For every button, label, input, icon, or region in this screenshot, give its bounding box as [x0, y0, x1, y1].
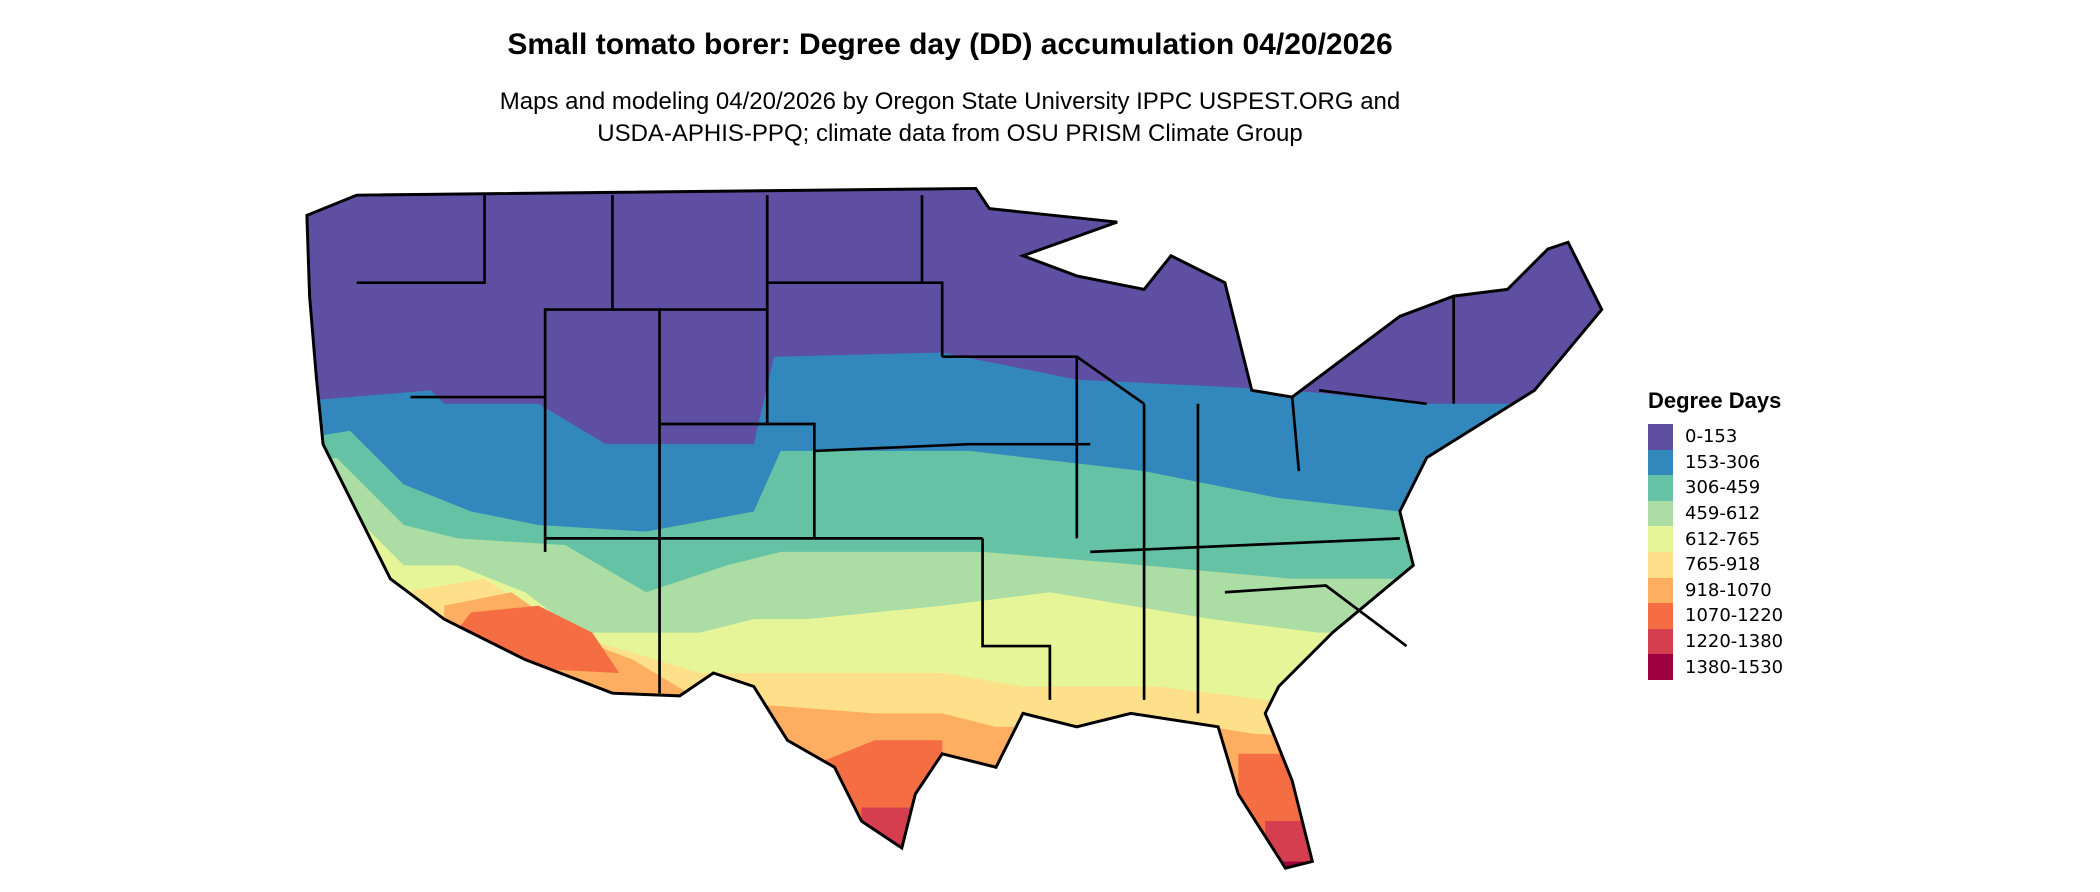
legend-item: 765-918: [1648, 551, 1783, 578]
legend-label: 765-918: [1685, 554, 1761, 576]
legend-swatch: [1648, 424, 1673, 450]
dd-band-1380-1530: [1265, 861, 1320, 869]
legend-item: 612-765: [1648, 526, 1783, 552]
legend-swatch: [1648, 475, 1673, 501]
legend-label: 1220-1380: [1685, 631, 1784, 653]
legend-swatch: [1648, 551, 1673, 578]
legend-swatch: [1648, 628, 1673, 655]
subtitle-line-2: USDA-APHIS-PPQ; climate data from OSU PR…: [597, 120, 1303, 147]
map-title: Small tomato borer: Degree day (DD) accu…: [507, 28, 1393, 61]
map-subtitle: Maps and modeling 04/20/2026 by Oregon S…: [0, 86, 1900, 150]
subtitle-line-1: Maps and modeling 04/20/2026 by Oregon S…: [499, 88, 1401, 115]
legend-item: 459-612: [1648, 500, 1783, 527]
legend-swatch: [1648, 449, 1673, 476]
legend-label: 306-459: [1685, 477, 1761, 499]
legend-label: 1070-1220: [1685, 605, 1784, 627]
legend-swatch: [1648, 500, 1673, 527]
legend-swatch: [1648, 654, 1673, 680]
legend-item: 1380-1530: [1648, 654, 1783, 680]
legend-label: 153-306: [1685, 451, 1761, 473]
degree-day-bands: [306, 188, 1602, 869]
legend-item: 918-1070: [1648, 577, 1783, 604]
legend-label: 0-153: [1685, 426, 1738, 448]
legend-title: Degree Days: [1648, 388, 1782, 413]
state-borders: [356, 195, 1456, 714]
legend-item: 306-459: [1648, 475, 1783, 501]
legend-label: 918-1070: [1685, 579, 1772, 601]
legend-swatch: [1648, 603, 1673, 629]
legend-item: 1220-1380: [1648, 628, 1784, 655]
legend-items: 0-153 153-306 306-459 459-612 612-765 765-918…: [1648, 424, 1783, 680]
legend-label: 612-765: [1685, 528, 1761, 550]
legend-swatch: [1648, 526, 1673, 552]
legend-item: 1070-1220: [1648, 603, 1783, 629]
legend-label: 459-612: [1685, 503, 1761, 525]
legend-label: 1380-1530: [1685, 656, 1784, 678]
legend-item: 0-153: [1648, 424, 1783, 450]
legend-swatch: [1648, 577, 1673, 604]
legend: Degree Days 0-153 153-306 306-459 459-612 61…: [1648, 388, 1783, 680]
legend-item: 153-306: [1648, 449, 1783, 476]
